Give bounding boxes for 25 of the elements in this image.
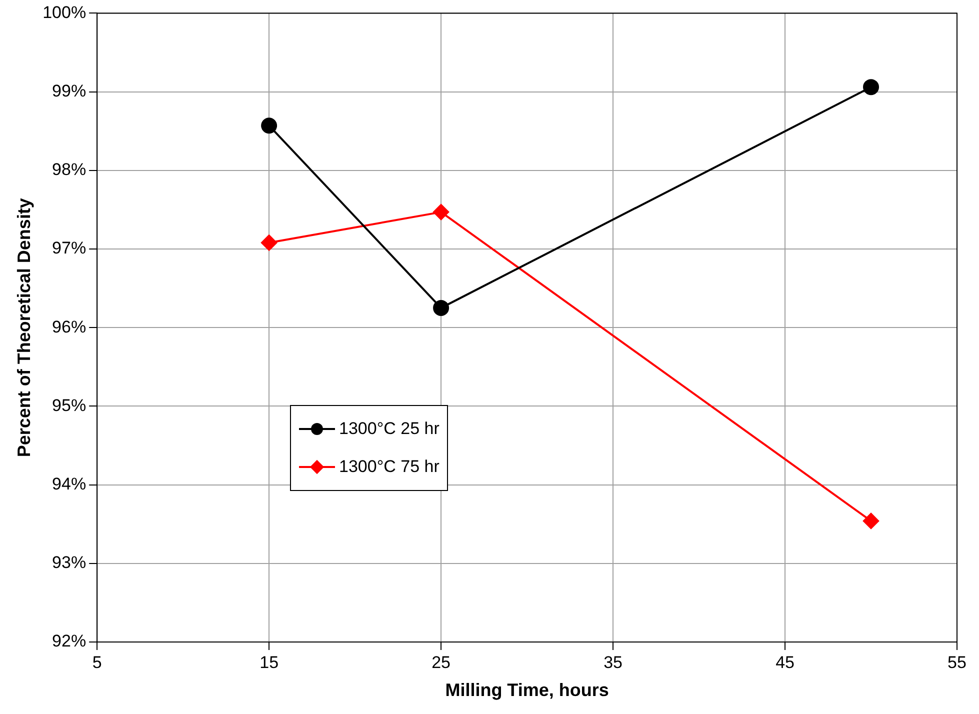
x-tick-label: 5 <box>92 652 102 672</box>
y-tick-label: 98% <box>52 160 86 180</box>
point <box>261 118 278 134</box>
x-tick-label: 35 <box>604 652 622 672</box>
y-tick-label: 93% <box>52 553 86 572</box>
point <box>433 300 450 316</box>
x-tick-label: 25 <box>432 652 451 672</box>
y-tick-label: 92% <box>52 632 86 651</box>
x-tick-label: 55 <box>948 652 966 672</box>
legend-label: 1300°C 25 hr <box>339 419 440 439</box>
y-axis-title: Percent of Theoretical Density <box>14 198 34 458</box>
point <box>433 204 450 220</box>
x-tick-label: 15 <box>260 652 279 672</box>
point <box>863 79 880 96</box>
y-tick-label: 100% <box>42 2 86 22</box>
x-axis-title: Milling Time, hours <box>445 680 609 700</box>
x-tick-label: 45 <box>776 652 794 672</box>
y-tick-label: 97% <box>52 238 86 258</box>
y-tick-label: 95% <box>52 396 86 415</box>
y-tick-label: 94% <box>52 474 86 494</box>
y-tick-label: 96% <box>52 317 86 336</box>
point <box>261 234 278 251</box>
y-tick-label: 99% <box>52 81 86 100</box>
point <box>863 512 880 529</box>
legend-label: 1300°C 75 hr <box>339 457 440 477</box>
